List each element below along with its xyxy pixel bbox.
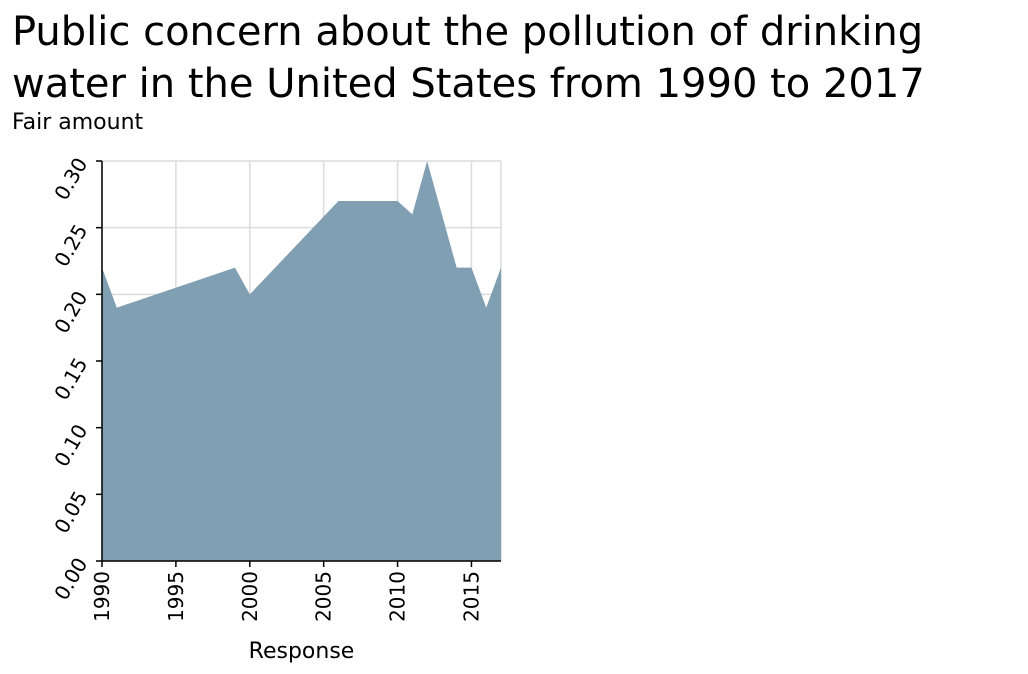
y-tick-label: 0.10	[49, 420, 92, 471]
y-tick-label: 0.20	[49, 287, 92, 338]
y-tick-label: 0.05	[49, 487, 92, 538]
x-tick-label: 2010	[386, 571, 410, 622]
y-tick-label: 0.15	[49, 354, 92, 405]
x-tick-label: 2005	[312, 571, 336, 622]
x-tick-label: 1990	[90, 571, 114, 622]
y-tick-label: 0.30	[49, 154, 92, 205]
y-axis-label: Fair amount	[12, 110, 144, 135]
y-tick-label: 0.00	[49, 554, 92, 605]
x-tick-label: 2015	[459, 571, 483, 622]
chart-title-line-2: water in the United States from 1990 to …	[12, 61, 925, 107]
chart-title-line-1: Public concern about the pollution of dr…	[12, 9, 924, 55]
x-axis-ticks: 1990 1995 2000 2005 2010 2015	[90, 561, 483, 622]
x-axis-label: Response	[249, 639, 355, 664]
chart-title: Public concern about the pollution of dr…	[12, 6, 925, 110]
x-tick-label: 2000	[238, 571, 262, 622]
y-axis-ticks: 0.00 0.05 0.10 0.15 0.20 0.25 0.30	[49, 154, 102, 605]
y-tick-label: 0.25	[49, 220, 92, 271]
area-series	[102, 161, 501, 561]
x-tick-label: 1995	[164, 571, 188, 622]
